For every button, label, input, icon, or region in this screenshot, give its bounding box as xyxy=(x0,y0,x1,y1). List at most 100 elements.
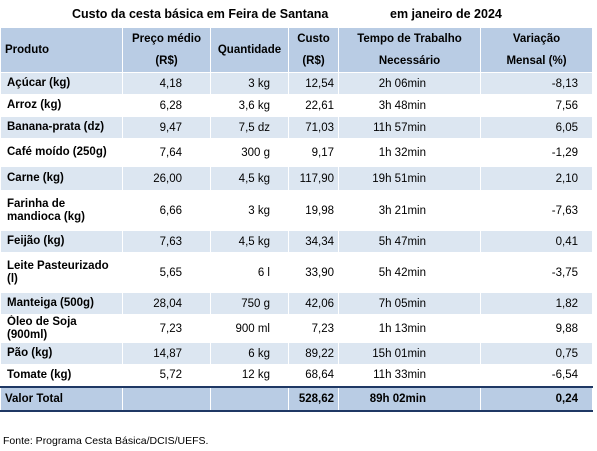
cell-quantidade: 3 kg xyxy=(210,190,289,231)
cell-quantidade: 3,6 kg xyxy=(210,94,289,117)
cell-preco: 26,00 xyxy=(122,166,211,191)
cell-produto: Carne (kg) xyxy=(0,166,123,191)
cell-custo: 12,54 xyxy=(288,72,339,95)
cell-produto: Óleo de Soja (900ml) xyxy=(0,314,123,343)
cell-variacao: 1,82 xyxy=(480,292,593,315)
cell-produto: Tomate (kg) xyxy=(0,364,123,387)
table-row: Pão (kg) 14,87 6 kg 89,22 15h 01min 0,75 xyxy=(0,342,593,365)
cell-tempo: 19h 51min xyxy=(338,166,481,191)
cell-quantidade: 4,5 kg xyxy=(210,230,289,253)
source-note: Fonte: Programa Cesta Básica/DCIS/UEFS. xyxy=(3,435,209,447)
header-preco-line1: Preço médio xyxy=(122,27,211,50)
header-custo-line2: (R$) xyxy=(288,50,339,73)
total-quantidade-empty xyxy=(210,385,289,412)
cell-tempo: 7h 05min xyxy=(338,292,481,315)
cell-produto: Manteiga (500g) xyxy=(0,292,123,315)
cell-quantidade: 900 ml xyxy=(210,314,289,343)
cell-produto: Feijão (kg) xyxy=(0,230,123,253)
total-label: Valor Total xyxy=(0,385,123,412)
cell-tempo: 3h 21min xyxy=(338,190,481,231)
cell-tempo: 15h 01min xyxy=(338,342,481,365)
cell-custo: 7,23 xyxy=(288,314,339,343)
cell-produto: Banana-prata (dz) xyxy=(0,116,123,139)
cell-quantidade: 7,5 dz xyxy=(210,116,289,139)
cell-preco: 5,65 xyxy=(122,252,211,293)
header-produto: Produto xyxy=(0,27,123,73)
cell-custo: 89,22 xyxy=(288,342,339,365)
cell-preco: 28,04 xyxy=(122,292,211,315)
cell-preco: 6,66 xyxy=(122,190,211,231)
title-right: em janeiro de 2024 xyxy=(390,7,502,21)
cell-preco: 6,28 xyxy=(122,94,211,117)
cell-quantidade: 4,5 kg xyxy=(210,166,289,191)
table-row: Banana-prata (dz) 9,47 7,5 dz 71,03 11h 57mi… xyxy=(0,116,593,139)
total-row: Valor Total 528,62 89h 02min 0,24 xyxy=(0,385,593,412)
table-title: Custo da cesta básica em Feira de Santan… xyxy=(0,5,597,23)
cell-preco: 7,23 xyxy=(122,314,211,343)
cell-custo: 117,90 xyxy=(288,166,339,191)
cell-variacao: 7,56 xyxy=(480,94,593,117)
cell-tempo: 1h 13min xyxy=(338,314,481,343)
cell-tempo: 5h 42min xyxy=(338,252,481,293)
cell-variacao: 0,75 xyxy=(480,342,593,365)
cell-tempo: 3h 48min xyxy=(338,94,481,117)
header-variacao-line1: Variação xyxy=(480,27,593,50)
cell-preco: 5,72 xyxy=(122,364,211,387)
header-preco-line2: (R$) xyxy=(122,50,211,73)
cell-custo: 9,17 xyxy=(288,138,339,167)
cell-preco: 4,18 xyxy=(122,72,211,95)
cell-variacao: 6,05 xyxy=(480,116,593,139)
cell-produto: Café moído (250g) xyxy=(0,138,123,167)
cell-tempo: 1h 32min xyxy=(338,138,481,167)
total-custo: 528,62 xyxy=(288,385,339,412)
cell-produto: Leite Pasteurizado (l) xyxy=(0,252,123,293)
cell-produto: Açúcar (kg) xyxy=(0,72,123,95)
total-preco-empty xyxy=(122,385,211,412)
table-row: Arroz (kg) 6,28 3,6 kg 22,61 3h 48min 7,56 xyxy=(0,94,593,117)
cell-produto: Arroz (kg) xyxy=(0,94,123,117)
cell-tempo: 11h 57min xyxy=(338,116,481,139)
table-row: Feijão (kg) 7,63 4,5 kg 34,34 5h 47min 0,41 xyxy=(0,230,593,253)
cell-variacao: -3,75 xyxy=(480,252,593,293)
cell-variacao: 9,88 xyxy=(480,314,593,343)
cell-variacao: -8,13 xyxy=(480,72,593,95)
table-row: Manteiga (500g) 28,04 750 g 42,06 7h 05min 1,… xyxy=(0,292,593,315)
cell-produto: Farinha de mandioca (kg) xyxy=(0,190,123,231)
cell-variacao: -6,54 xyxy=(480,364,593,387)
cell-custo: 22,61 xyxy=(288,94,339,117)
header-custo-line1: Custo xyxy=(288,27,339,50)
cell-variacao: -7,63 xyxy=(480,190,593,231)
header-variacao-line2: Mensal (%) xyxy=(480,50,593,73)
cell-quantidade: 3 kg xyxy=(210,72,289,95)
title-left: Custo da cesta básica em Feira de Santan… xyxy=(72,7,329,21)
cell-custo: 33,90 xyxy=(288,252,339,293)
header-tempo-line2: Necessário xyxy=(338,50,481,73)
cell-preco: 7,63 xyxy=(122,230,211,253)
table-row: Tomate (kg) 5,72 12 kg 68,64 11h 33min -6,54 xyxy=(0,364,593,387)
cell-quantidade: 6 l xyxy=(210,252,289,293)
cell-preco: 9,47 xyxy=(122,116,211,139)
cell-variacao: 2,10 xyxy=(480,166,593,191)
price-table: Produto Preço médio Quantidade Custo Tem… xyxy=(0,27,593,412)
cell-preco: 14,87 xyxy=(122,342,211,365)
table-row: Leite Pasteurizado (l) 5,65 6 l 33,90 5h 42m… xyxy=(0,252,593,293)
cell-tempo: 2h 06min xyxy=(338,72,481,95)
cell-preco: 7,64 xyxy=(122,138,211,167)
header-tempo-line1: Tempo de Trabalho xyxy=(338,27,481,50)
total-variacao: 0,24 xyxy=(480,385,593,412)
cell-variacao: -1,29 xyxy=(480,138,593,167)
table-row: Café moído (250g) 7,64 300 g 9,17 1h 32min -1… xyxy=(0,138,593,167)
cell-quantidade: 300 g xyxy=(210,138,289,167)
table-row: Farinha de mandioca (kg) 6,66 3 kg 19,98 3h … xyxy=(0,190,593,231)
total-tempo: 89h 02min xyxy=(338,385,481,412)
table-row: Óleo de Soja (900ml) 7,23 900 ml 7,23 1h 13m… xyxy=(0,314,593,343)
cell-quantidade: 750 g xyxy=(210,292,289,315)
cell-quantidade: 12 kg xyxy=(210,364,289,387)
cell-custo: 34,34 xyxy=(288,230,339,253)
table-row: Carne (kg) 26,00 4,5 kg 117,90 19h 51min 2,10 xyxy=(0,166,593,191)
cell-custo: 19,98 xyxy=(288,190,339,231)
cell-variacao: 0,41 xyxy=(480,230,593,253)
table-row: Açúcar (kg) 4,18 3 kg 12,54 2h 06min -8,13 xyxy=(0,72,593,95)
cell-quantidade: 6 kg xyxy=(210,342,289,365)
cell-custo: 71,03 xyxy=(288,116,339,139)
